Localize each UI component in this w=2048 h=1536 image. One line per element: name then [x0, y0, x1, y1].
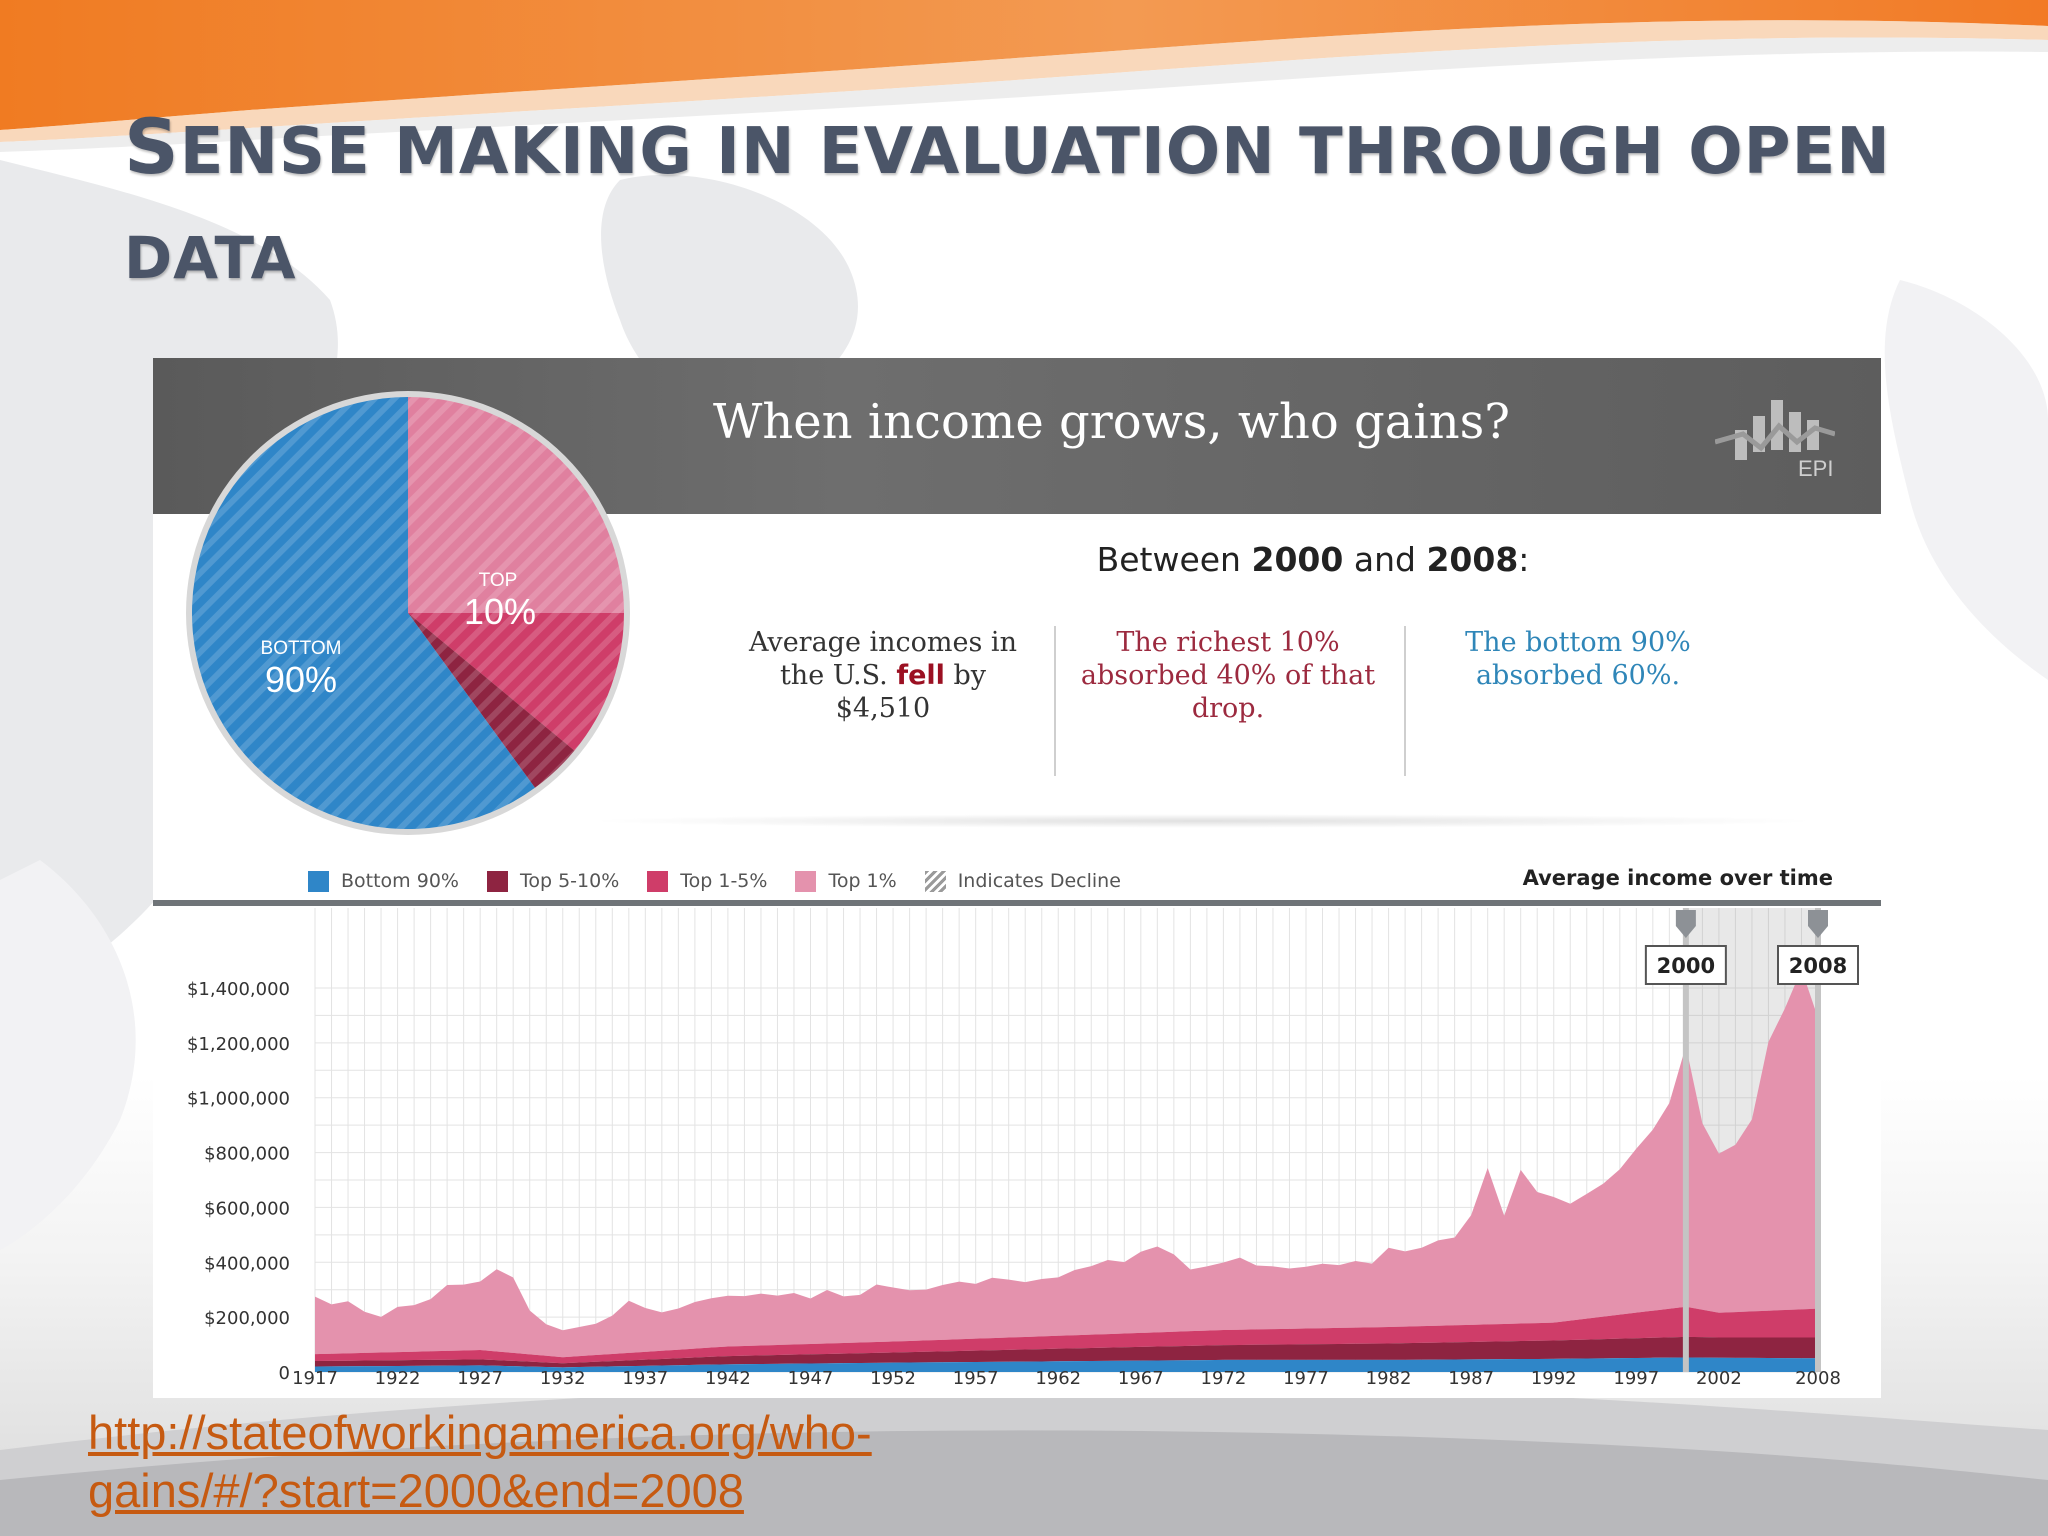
title-rest: ENSE MAKING IN EVALUATION THROUGH OPEN	[179, 115, 1891, 189]
pie-label-bottom-value: 90%	[265, 659, 337, 700]
range-start-box[interactable]	[1644, 945, 1727, 985]
legend-swatch	[647, 870, 669, 892]
legend-swatch	[795, 870, 817, 892]
legend-item: Top 1-5%	[647, 870, 767, 892]
legend-label: Bottom 90%	[341, 870, 459, 892]
x-tick-label: 1982	[1366, 1368, 1412, 1389]
period-heading: Between 2000 and 2008:	[1013, 540, 1613, 579]
stat-avg-line2b: by	[953, 660, 987, 691]
legend-swatch	[308, 870, 329, 892]
pie-slice-top-3-hatch	[408, 613, 575, 788]
x-tick-label: 1997	[1613, 1368, 1659, 1389]
stat-avg-line1: Average incomes in	[749, 627, 1017, 658]
area-series-bottom-90-	[315, 1357, 1818, 1372]
period-end: 2008	[1426, 540, 1519, 579]
slide-title-line2: DATA	[124, 224, 297, 292]
x-tick-label: 1977	[1283, 1368, 1329, 1389]
area-series-top-1-	[315, 969, 1818, 1358]
y-tick-label: $800,000	[204, 1144, 290, 1165]
legend-swatch	[486, 870, 508, 892]
period-start: 2000	[1251, 540, 1344, 579]
period-suffix: :	[1518, 540, 1530, 579]
epi-logo-text: EPI	[1798, 456, 1834, 481]
range-start-handle-icon[interactable]	[1675, 910, 1696, 938]
x-tick-label: 1917	[292, 1368, 338, 1389]
x-tick-label: 1957	[953, 1368, 999, 1389]
x-tick-label: 1937	[622, 1368, 668, 1389]
period-and: and	[1353, 540, 1416, 579]
source-link-line2[interactable]: gains/#/?start=2000&end=2008	[88, 1464, 744, 1517]
x-tick-label: 1932	[540, 1368, 586, 1389]
x-tick-label: 1927	[457, 1368, 503, 1389]
area-series-top-5-10-	[315, 1336, 1818, 1368]
range-end-handle-icon[interactable]	[1808, 910, 1828, 938]
y-tick-label: $1,200,000	[187, 1034, 290, 1055]
legend-label: Top 1%	[828, 870, 897, 892]
slide-title-line1: SENSE MAKING IN EVALUATION THROUGH OPEN	[124, 102, 1891, 191]
x-tick-label: 1987	[1448, 1368, 1494, 1389]
period-prefix: Between	[1096, 540, 1241, 579]
area-series-top-1-5-	[315, 1306, 1818, 1364]
area-chart-title: Average income over time	[1522, 866, 1833, 890]
y-tick-label: $600,000	[204, 1198, 290, 1219]
range-end-box[interactable]	[1777, 945, 1859, 985]
pie-label-top-name: TOP	[479, 570, 518, 591]
stat-divider	[1054, 626, 1056, 776]
x-tick-label: 1947	[788, 1368, 834, 1389]
x-tick-label: 1972	[1201, 1368, 1247, 1389]
range-end-label[interactable]: 2008	[1789, 954, 1847, 978]
source-link-line1[interactable]: http://stateofworkingamerica.org/who-	[88, 1406, 872, 1459]
stat-richest: The richest 10% absorbed 40% of that dro…	[1080, 627, 1376, 724]
legend-label: Top 1-5%	[680, 870, 768, 892]
chart-top-rule	[153, 900, 1881, 906]
legend-label: Indicates Decline	[957, 870, 1121, 892]
x-tick-label: 1922	[375, 1368, 421, 1389]
pie-label-top-value: 10%	[464, 591, 536, 632]
stat-average-income: Average incomes in the U.S. fell by $4,5…	[728, 626, 1038, 725]
legend-swatch	[924, 870, 946, 892]
pie-slice-top-1-hatch	[408, 397, 624, 613]
x-tick-label: 2008	[1795, 1368, 1841, 1389]
legend-label: Top 5-10%	[519, 870, 620, 892]
x-tick-label: 1942	[705, 1368, 751, 1389]
x-tick-label: 1967	[1118, 1368, 1164, 1389]
x-tick-label: 1952	[870, 1368, 916, 1389]
section-divider	[583, 814, 1823, 828]
x-tick-label: 1962	[1035, 1368, 1081, 1389]
orange-wave-header	[0, 0, 2048, 152]
pie-slice-bottom-hatch	[191, 397, 535, 829]
y-tick-label: $200,000	[204, 1308, 290, 1329]
stat-avg-fell: fell	[896, 660, 945, 691]
legend-item: Indicates Decline	[924, 870, 1121, 892]
chart-legend: Bottom 90% Top 5-10% Top 1-5% Top 1% Indicat…	[308, 866, 1149, 896]
y-tick-label: 0	[279, 1363, 290, 1384]
range-start-label[interactable]: 2000	[1657, 954, 1715, 978]
epi-logo-icon	[1715, 400, 1835, 460]
x-tick-label: 2002	[1696, 1368, 1742, 1389]
x-tick-label: 1992	[1531, 1368, 1577, 1389]
legend-item: Top 5-10%	[486, 870, 620, 892]
y-tick-label: $1,400,000	[187, 979, 290, 1000]
stat-bottom: The bottom 90% absorbed 60%.	[1465, 627, 1691, 691]
pie-slice-top-2-hatch	[408, 613, 624, 751]
title-initial: S	[124, 102, 180, 191]
legend-item: Top 1%	[795, 870, 897, 892]
legend-item: Bottom 90%	[308, 870, 459, 892]
infographic: When income grows, who gains? EPI TOP 10%…	[153, 358, 1881, 1398]
stat-divider	[1404, 626, 1406, 776]
stat-avg-line2: the U.S. fell by	[728, 659, 1038, 692]
stat-avg-amount: $4,510	[835, 693, 931, 724]
infographic-title: When income grows, who gains?	[713, 394, 1510, 450]
stat-avg-line2a: the U.S.	[779, 660, 888, 691]
y-tick-label: $400,000	[204, 1253, 290, 1274]
area-chart: 2000 2008 0 $200,000 $400,000 $600,000 $800,00…	[153, 900, 1881, 1389]
y-tick-label: $1,000,000	[187, 1089, 290, 1110]
source-link[interactable]: http://stateofworkingamerica.org/who-gai…	[88, 1404, 872, 1520]
grey-wave-footer	[0, 1383, 2048, 1536]
pie-label-bottom-name: BOTTOM	[261, 638, 342, 659]
